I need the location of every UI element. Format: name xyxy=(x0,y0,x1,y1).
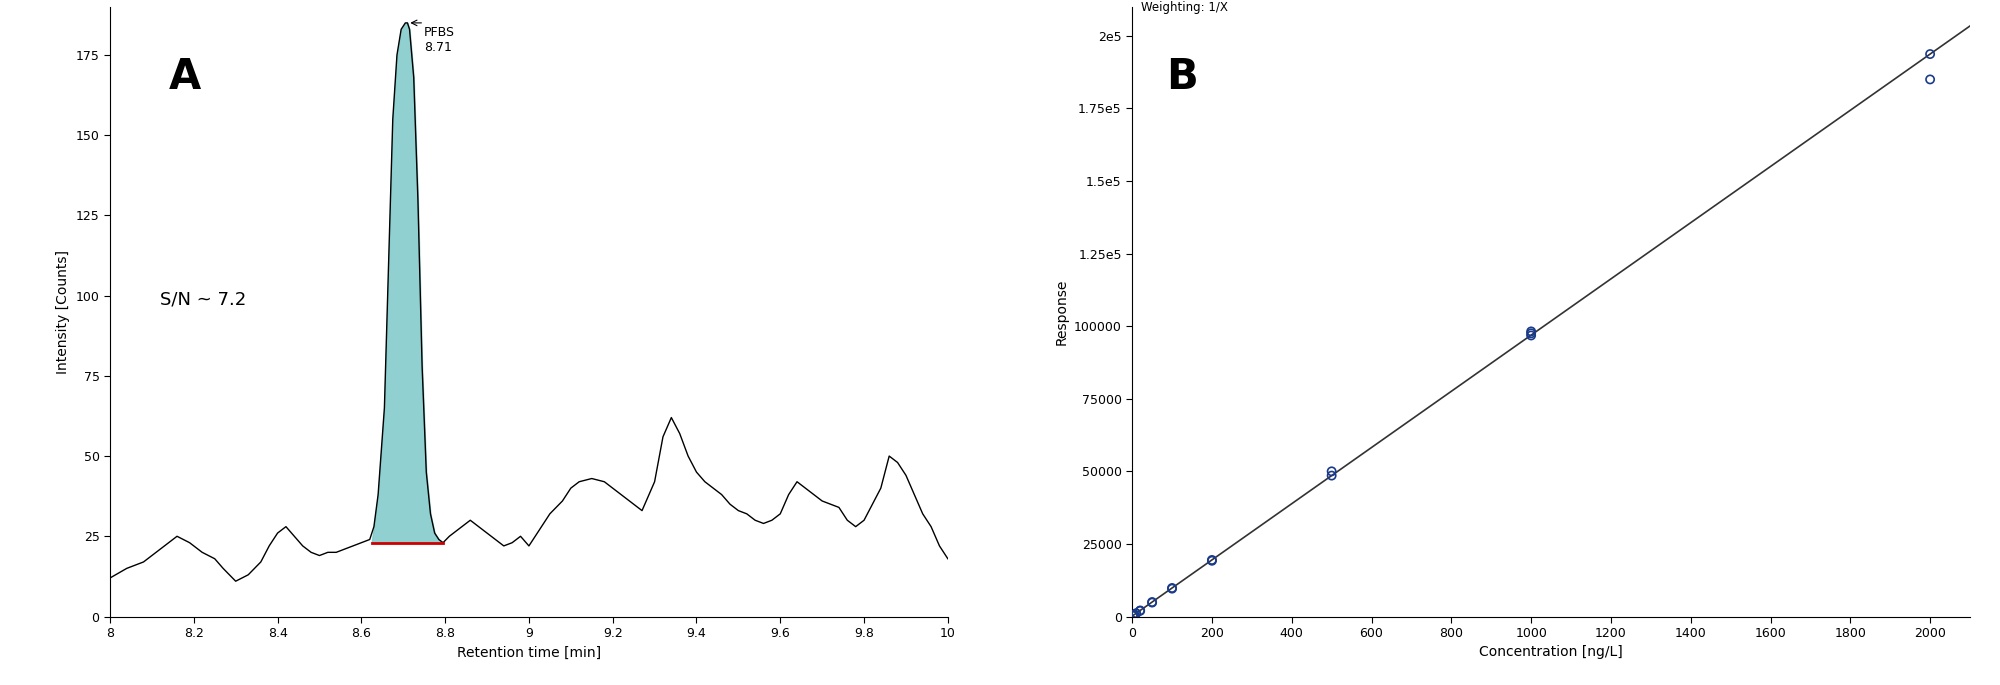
Point xyxy=(1914,74,1946,85)
Point xyxy=(1120,608,1152,619)
Point xyxy=(1156,582,1188,593)
Text: S/N ~ 7.2: S/N ~ 7.2 xyxy=(160,290,246,308)
Text: A: A xyxy=(168,55,200,98)
Y-axis label: Intensity [Counts]: Intensity [Counts] xyxy=(56,249,70,374)
Text: B: B xyxy=(1166,55,1198,98)
Point xyxy=(1120,608,1152,619)
Point xyxy=(1156,583,1188,594)
Point xyxy=(1136,597,1168,608)
Text: PFBS
8.71: PFBS 8.71 xyxy=(424,26,456,54)
Point xyxy=(1124,606,1156,616)
Point xyxy=(1516,330,1548,341)
Point xyxy=(1316,470,1348,481)
Point xyxy=(1136,597,1168,608)
Point xyxy=(1124,605,1156,616)
Point xyxy=(1516,328,1548,339)
Point xyxy=(1116,610,1148,621)
Point xyxy=(1316,466,1348,477)
Y-axis label: Response: Response xyxy=(1054,279,1068,345)
Point xyxy=(1116,610,1148,621)
Point xyxy=(1196,554,1228,565)
Text: Weighting: 1/X: Weighting: 1/X xyxy=(1140,1,1228,14)
Point xyxy=(1516,326,1548,337)
X-axis label: Retention time [min]: Retention time [min] xyxy=(456,645,600,660)
Point xyxy=(1118,610,1150,621)
Point xyxy=(1118,609,1150,620)
Point xyxy=(1196,556,1228,566)
X-axis label: Concentration [ng/L]: Concentration [ng/L] xyxy=(1480,645,1622,660)
Point xyxy=(1914,49,1946,60)
